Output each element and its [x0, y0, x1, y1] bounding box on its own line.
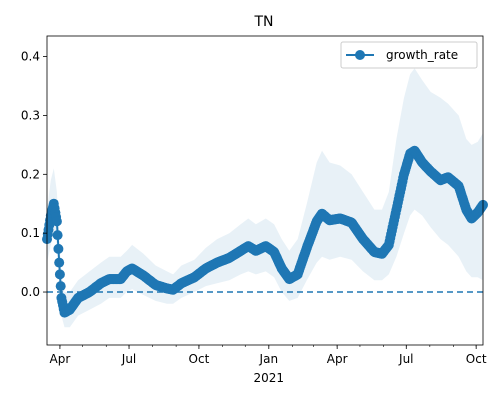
- x-tick-label: Oct: [189, 352, 210, 366]
- axes-frame: [46, 35, 484, 346]
- series-point: [52, 230, 63, 241]
- x-tick-label: Jul: [398, 352, 413, 366]
- x-tick-label: Jul: [121, 352, 136, 366]
- x-axis: Apr Jul Oct Jan Apr Jul Oct: [50, 345, 487, 366]
- series-point: [51, 216, 62, 227]
- y-tick-label: 0.3: [21, 108, 40, 122]
- legend: growth_rate: [340, 41, 478, 69]
- x-tick-label: Jan: [259, 352, 279, 366]
- series-point: [53, 243, 64, 254]
- y-axis: 0.0 0.1 0.2 0.3 0.4: [21, 50, 47, 299]
- y-tick-label: 0.4: [21, 50, 40, 64]
- x-tick-label: Apr: [327, 352, 348, 366]
- chart-title: TN: [253, 14, 273, 30]
- legend-marker-swatch: [355, 50, 365, 60]
- series-point: [54, 257, 65, 268]
- legend-box: [340, 41, 478, 69]
- confidence-band: [47, 68, 483, 328]
- series-point: [54, 269, 65, 280]
- series-point: [55, 281, 66, 292]
- x-tick-label: Oct: [466, 352, 487, 366]
- plot-area: [42, 68, 488, 328]
- x-year-label: 2021: [254, 371, 285, 385]
- series-markers: [42, 145, 488, 318]
- y-tick-label: 0.1: [21, 226, 40, 240]
- x-tick-label: Apr: [50, 352, 71, 366]
- y-tick-label: 0.0: [21, 285, 40, 299]
- y-tick-label: 0.2: [21, 167, 40, 181]
- legend-entry-growth-rate: growth_rate: [386, 48, 458, 62]
